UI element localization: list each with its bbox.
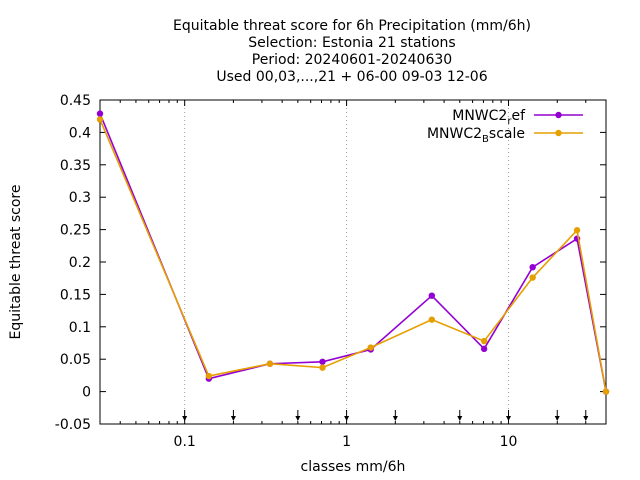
data-point xyxy=(529,263,536,271)
class-marker-arrow xyxy=(457,410,463,421)
class-marker-arrow xyxy=(344,410,350,421)
class-marker-arrow xyxy=(583,410,589,421)
data-point xyxy=(367,344,374,351)
data-point xyxy=(428,292,436,299)
data-point xyxy=(602,388,610,395)
x-axis: 0.1 1 10 xyxy=(99,100,607,450)
class-marker-arrow xyxy=(295,410,301,421)
class-markers xyxy=(182,410,589,421)
series-1 xyxy=(96,116,610,395)
class-marker-arrow xyxy=(506,410,512,421)
y-axis: -0.05 0 0.05 0.1 0.15 0.2 0.25 0.3 0.35 0.4 0.45 xyxy=(55,93,606,433)
data-point xyxy=(319,358,326,365)
chart-title: Equitable threat score for 6h Precipitat… xyxy=(173,18,531,85)
data-point xyxy=(428,316,436,323)
title-line: Used 00,03,...,21 + 06-00 09-03 12-06 xyxy=(216,69,487,85)
legend-label: MNWC2ref xyxy=(452,108,526,127)
title-line: Period: 20240601-20240630 xyxy=(252,52,452,68)
x-tick-label: 10 xyxy=(500,434,518,450)
x-axis-label: classes mm/6h xyxy=(301,459,406,475)
series-layer xyxy=(96,110,610,395)
y-tick-label: 0.35 xyxy=(60,158,91,174)
data-point xyxy=(480,337,488,345)
y-tick-label: 0.1 xyxy=(69,320,91,336)
x-tick-label: 1 xyxy=(342,434,351,450)
legend-entry: MNWC2Bscale xyxy=(427,126,583,145)
plot-frame xyxy=(99,99,607,425)
y-tick-label: 0.3 xyxy=(69,190,91,206)
class-marker-arrow xyxy=(182,410,188,421)
y-tick-label: 0.45 xyxy=(60,93,91,109)
y-tick-label: 0.05 xyxy=(60,352,91,368)
title-line: Selection: Estonia 21 stations xyxy=(248,35,455,51)
legend-marker xyxy=(555,129,562,137)
y-tick-label: 0.4 xyxy=(69,125,91,141)
x-tick-label: 0.1 xyxy=(174,434,196,450)
grid xyxy=(184,100,510,424)
data-point xyxy=(96,110,104,117)
y-tick-label: 0.25 xyxy=(60,223,91,239)
legend-marker xyxy=(555,111,562,119)
y-tick-label: 0.15 xyxy=(60,287,91,303)
class-marker-arrow xyxy=(554,410,560,421)
title-line: Equitable threat score for 6h Precipitat… xyxy=(173,18,531,34)
data-point xyxy=(573,227,581,234)
data-point xyxy=(529,274,536,281)
y-tick-label: 0.2 xyxy=(69,255,91,271)
data-point xyxy=(319,364,326,371)
series-line xyxy=(99,113,607,392)
class-marker-arrow xyxy=(230,410,236,421)
y-tick-label: -0.05 xyxy=(55,417,91,433)
legend-label: MNWC2Bscale xyxy=(427,126,525,145)
data-point xyxy=(266,360,274,367)
data-point xyxy=(96,116,104,123)
data-point xyxy=(480,345,488,353)
data-point xyxy=(205,372,213,380)
class-marker-arrow xyxy=(392,410,398,421)
y-axis-label: Equitable threat score xyxy=(8,185,24,340)
legend-entry: MNWC2ref xyxy=(452,108,583,127)
series-line xyxy=(99,119,607,392)
y-tick-label: 0 xyxy=(82,385,91,401)
series-0 xyxy=(96,110,610,395)
